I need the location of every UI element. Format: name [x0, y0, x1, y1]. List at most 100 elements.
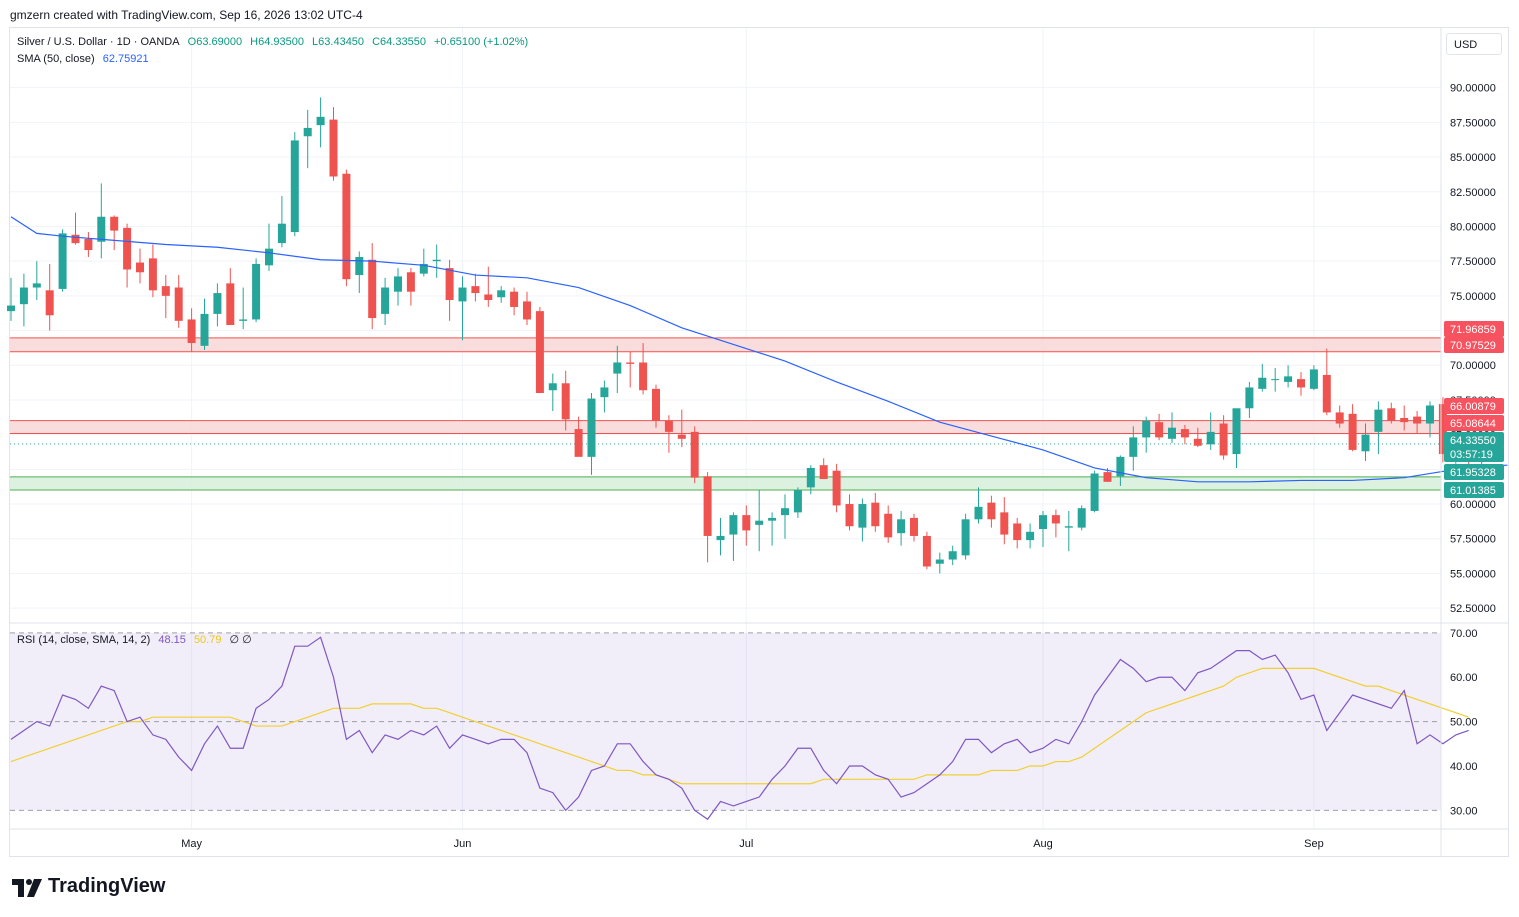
price-label-text: 70.97529: [1450, 340, 1496, 352]
candle-body: [394, 276, 402, 292]
main-legend: Silver / U.S. Dollar · 1D · OANDA O63.69…: [17, 36, 533, 48]
candle: [213, 283, 222, 327]
candle-body: [922, 535, 931, 567]
price-label-box: [1444, 337, 1504, 353]
price-label: 03:57:19: [1444, 446, 1504, 462]
candle-body: [200, 313, 209, 346]
candle-body: [1219, 423, 1228, 456]
candle-body: [690, 431, 699, 478]
candle: [922, 531, 931, 570]
price-tick-label: 52.50000: [1450, 603, 1496, 615]
price-tick-label: 90.00000: [1450, 83, 1496, 95]
candle: [445, 259, 454, 321]
candle-body: [239, 319, 248, 321]
price-tick-label: 60.00000: [1450, 499, 1496, 511]
candle-body: [742, 515, 751, 531]
candle: [381, 277, 390, 325]
candle: [432, 244, 441, 278]
candle-body: [471, 286, 480, 294]
price-label-text: 66.00879: [1450, 401, 1496, 413]
candle: [355, 251, 364, 294]
price-tick-label: 87.50000: [1450, 117, 1496, 129]
candle: [574, 416, 583, 457]
candle-body: [1322, 374, 1331, 413]
candle-body: [755, 520, 764, 525]
candle-body: [910, 517, 918, 536]
candle: [1142, 416, 1151, 453]
candle: [1039, 510, 1047, 548]
candle: [1322, 348, 1331, 416]
candle-body: [832, 470, 841, 506]
candle-body: [716, 535, 725, 541]
candle: [626, 351, 635, 388]
candle-body: [1077, 508, 1086, 528]
price-label-text: 64.33550: [1450, 435, 1496, 447]
price-label-box: [1444, 415, 1504, 431]
high-value: H64.93500: [250, 36, 304, 48]
candle-body: [729, 515, 738, 535]
candle-body: [148, 258, 157, 291]
candle: [239, 287, 248, 330]
candle-body: [768, 517, 777, 521]
candle: [303, 109, 312, 169]
candle-body: [677, 434, 686, 439]
candle-body: [497, 290, 506, 298]
candle-body: [781, 508, 789, 516]
candle: [1180, 424, 1189, 445]
candle: [458, 276, 467, 341]
candle: [226, 268, 235, 325]
rsi-value: 48.15: [158, 634, 186, 646]
candle-body: [290, 140, 299, 233]
price-tick-label: 55.00000: [1450, 568, 1496, 580]
candle-body: [1438, 404, 1447, 455]
candle: [523, 291, 531, 325]
candle-body: [948, 551, 957, 560]
candle-body: [510, 291, 519, 307]
rsi-extra: ∅ ∅: [229, 634, 252, 646]
candle-body: [1193, 438, 1202, 446]
candle-body: [368, 259, 377, 319]
low-value: L63.43450: [312, 36, 365, 48]
currency-selector[interactable]: USD: [1446, 33, 1502, 55]
candle-body: [1026, 531, 1035, 541]
candle-body: [535, 311, 544, 394]
candle: [819, 458, 828, 480]
candle-body: [1090, 473, 1099, 511]
candle: [1284, 365, 1293, 388]
price-label-text: 71.96859: [1450, 324, 1496, 336]
price-label: 64.33550: [1444, 432, 1504, 448]
candle-body: [1348, 413, 1357, 450]
candle-body: [187, 319, 196, 344]
price-label-text: 65.08644: [1450, 418, 1496, 430]
candle-body: [1000, 512, 1009, 535]
candle: [161, 275, 170, 319]
candle-body: [1309, 369, 1318, 389]
candle: [1168, 412, 1176, 443]
candle-body: [84, 238, 93, 251]
candle-body: [858, 504, 867, 528]
candle: [19, 273, 28, 327]
candle-body: [1039, 515, 1047, 530]
price-label: 61.01385: [1444, 482, 1504, 498]
candle: [1090, 470, 1099, 513]
sma-value: 62.75921: [102, 53, 149, 65]
candle: [1000, 497, 1009, 545]
price-tick-label: 80.00000: [1450, 221, 1496, 233]
candle: [703, 472, 712, 563]
candle-body: [1206, 431, 1215, 445]
candle: [910, 513, 918, 542]
candle-body: [819, 465, 828, 480]
candle: [613, 345, 622, 394]
candle-body: [342, 173, 351, 280]
candle-body: [561, 383, 570, 420]
candle-body: [445, 268, 454, 301]
sma-legend: SMA (50, close) 62.75921: [17, 53, 154, 65]
zone-support: [10, 476, 1441, 490]
candle: [471, 273, 480, 302]
candle: [200, 298, 209, 350]
candle-body: [19, 287, 28, 305]
candle: [793, 487, 802, 518]
candle: [252, 258, 261, 323]
candle: [342, 169, 351, 287]
